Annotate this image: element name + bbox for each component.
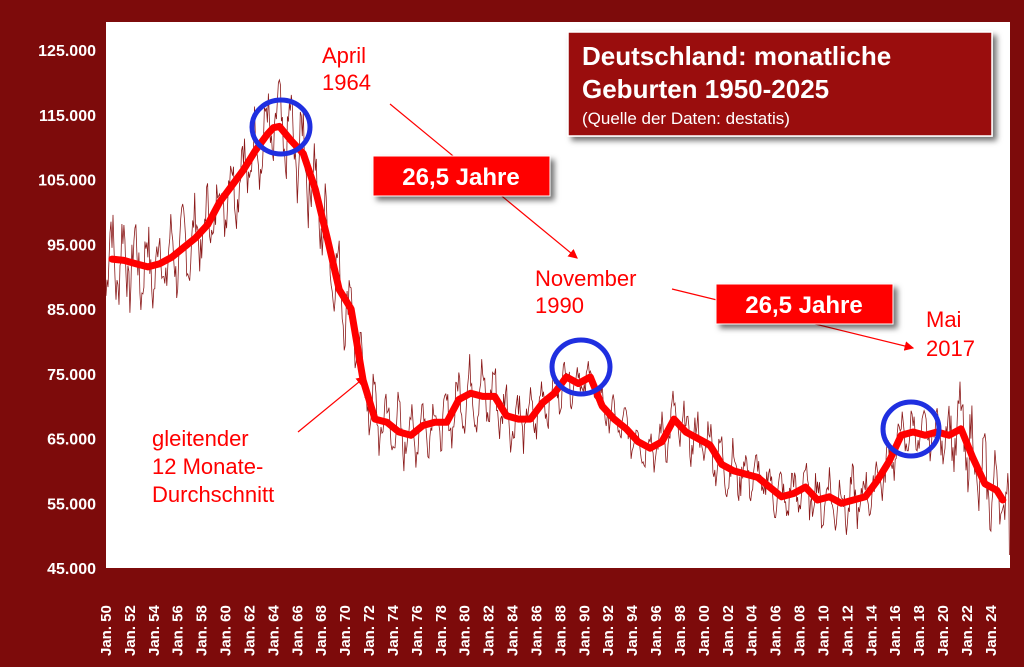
annotation-november: November: [535, 266, 636, 291]
y-tick-label: 95.000: [47, 237, 96, 254]
x-tick-label: Jan. 96: [648, 605, 665, 656]
chart-title-line1: Deutschland: monatliche: [582, 41, 891, 71]
gap-badge-2: 26,5 Jahre: [715, 283, 894, 325]
x-tick-label: Jan. 06: [768, 605, 785, 656]
x-tick-label: Jan. 04: [744, 604, 761, 656]
x-tick-label: Jan. 22: [959, 605, 976, 656]
annotation-average-line2: 12 Monate-: [152, 454, 263, 479]
x-tick-label: Jan. 72: [361, 605, 378, 656]
peak-circle-1990: [549, 337, 613, 397]
y-tick-label: 105.000: [38, 173, 96, 190]
x-tick-label: Jan. 82: [481, 605, 498, 656]
x-tick-label: Jan. 68: [313, 605, 330, 656]
annotation-mai: Mai: [926, 307, 961, 332]
x-tick-label: Jan. 70: [337, 605, 354, 656]
x-tick-label: Jan. 02: [720, 605, 737, 656]
x-tick-label: Jan. 16: [887, 605, 904, 656]
title-box: [567, 31, 993, 137]
y-tick-label: 125.000: [38, 43, 96, 60]
gap-badge-1-label: 26,5 Jahre: [402, 164, 519, 191]
y-tick-label: 85.000: [47, 302, 96, 319]
y-tick-label: 65.000: [47, 432, 96, 449]
x-tick-label: Jan. 60: [218, 605, 235, 656]
chart-subtitle: (Quelle der Daten: destatis): [582, 109, 790, 128]
x-axis: Jan. 50 Jan. 52 Jan. 54 Jan. 56 Jan. 58 Jan. …: [98, 604, 1000, 656]
arrow-average-label: [297, 376, 366, 433]
x-tick-label: Jan. 76: [409, 605, 426, 656]
y-axis: 45.000 55.000 65.000 75.000 85.000 95.000 105.…: [38, 43, 96, 578]
annotation-1964: 1964: [322, 70, 371, 95]
annotation-2017: 2017: [926, 336, 975, 361]
x-tick-label: Jan. 86: [528, 605, 545, 656]
x-tick-label: Jan. 24: [983, 604, 1000, 656]
x-tick-label: Jan. 66: [289, 605, 306, 656]
x-tick-label: Jan. 78: [433, 605, 450, 656]
x-tick-label: Jan. 90: [576, 605, 593, 656]
x-tick-label: Jan. 84: [505, 604, 522, 656]
annotation-1990: 1990: [535, 293, 584, 318]
y-tick-label: 75.000: [47, 367, 96, 384]
y-tick-label: 115.000: [39, 108, 96, 125]
x-tick-label: Jan. 74: [385, 604, 402, 656]
x-tick-label: Jan. 88: [552, 605, 569, 656]
x-tick-label: Jan. 62: [241, 605, 258, 656]
gap-badge-1: 26,5 Jahre: [372, 155, 551, 197]
x-tick-label: Jan. 58: [194, 605, 211, 656]
x-tick-label: Jan. 92: [600, 605, 617, 656]
x-tick-label: Jan. 80: [457, 605, 474, 656]
x-tick-label: Jan. 00: [696, 605, 713, 656]
y-tick-label: 55.000: [47, 496, 96, 513]
x-tick-label: Jan. 64: [265, 604, 282, 656]
annotation-april: April: [322, 43, 366, 68]
x-tick-label: Jan. 14: [863, 604, 880, 656]
x-tick-label: Jan. 12: [839, 605, 856, 656]
annotation-average-line3: Durchschnitt: [152, 482, 274, 507]
series-line-moving-average: [108, 122, 1007, 507]
chart-title-line2: Geburten 1950-2025: [582, 74, 829, 104]
annotation-average-line1: gleitender: [152, 426, 249, 451]
peak-circle-2017: [880, 399, 942, 459]
x-tick-label: Jan. 20: [935, 605, 952, 656]
x-tick-label: Jan. 94: [624, 604, 641, 656]
x-tick-label: Jan. 52: [122, 605, 139, 656]
gap-badge-2-label: 26,5 Jahre: [745, 292, 862, 319]
x-tick-label: Jan. 50: [98, 605, 115, 656]
y-tick-label: 45.000: [47, 561, 96, 578]
x-tick-label: Jan. 18: [911, 605, 928, 656]
peak-circle-1964: [249, 97, 313, 157]
x-tick-label: Jan. 56: [170, 605, 187, 656]
x-tick-label: Jan. 10: [815, 605, 832, 656]
x-tick-label: Jan. 08: [792, 605, 809, 656]
x-tick-label: Jan. 54: [146, 604, 163, 656]
x-tick-label: Jan. 98: [672, 605, 689, 656]
